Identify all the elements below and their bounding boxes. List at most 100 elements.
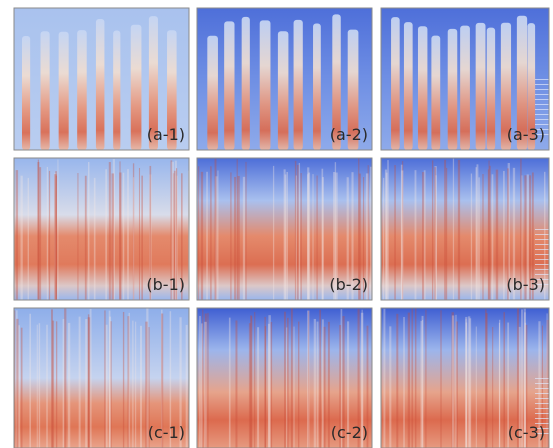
harmonic-line: [420, 321, 421, 448]
harmonic-line: [307, 311, 309, 448]
harmonic-line: [317, 322, 319, 448]
harmonic-line: [322, 177, 324, 319]
harmonic-line: [265, 326, 267, 448]
harmonic-line: [141, 176, 143, 318]
panel-label: (a-2): [330, 125, 368, 144]
edge-line: [535, 239, 549, 240]
harmonic-line: [476, 164, 478, 306]
harmonic-line: [492, 327, 493, 448]
panel-label: (b-2): [329, 275, 368, 294]
syllable-band: [391, 17, 400, 150]
harmonic-line: [235, 320, 237, 448]
harmonic-line: [230, 172, 231, 314]
harmonic-line: [251, 316, 252, 448]
harmonic-line: [186, 325, 188, 448]
harmonic-line: [455, 315, 456, 448]
syllable-band: [59, 32, 69, 150]
harmonic-line: [323, 327, 325, 448]
edge-line: [535, 229, 549, 230]
harmonic-line: [432, 160, 433, 302]
panel-body: [381, 158, 549, 320]
edge-line: [535, 104, 549, 105]
harmonic-line: [415, 170, 417, 312]
harmonic-line: [328, 322, 330, 448]
harmonic-line: [295, 161, 296, 303]
harmonic-line: [482, 174, 483, 316]
harmonic-line: [468, 316, 470, 448]
harmonic-line: [286, 172, 288, 314]
spectrogram-panel: (b-1): [14, 158, 190, 320]
syllable-band: [131, 25, 142, 150]
harmonic-line: [488, 169, 489, 311]
syllable-band: [242, 17, 250, 150]
harmonic-line: [415, 308, 416, 448]
harmonic-line: [363, 177, 364, 319]
harmonic-line: [210, 166, 211, 308]
harmonic-line: [215, 159, 217, 301]
harmonic-line: [28, 178, 29, 320]
harmonic-line: [39, 167, 41, 309]
harmonic-line: [207, 313, 208, 448]
harmonic-line: [123, 312, 124, 448]
harmonic-line: [408, 313, 410, 448]
harmonic-line: [297, 165, 299, 307]
harmonic-line: [383, 309, 385, 448]
harmonic-line: [299, 163, 300, 305]
syllable-band: [476, 23, 486, 150]
harmonic-line: [16, 319, 18, 448]
harmonic-line: [412, 308, 413, 448]
harmonic-line: [444, 160, 446, 302]
harmonic-line: [51, 309, 53, 448]
harmonic-line: [492, 174, 494, 316]
harmonic-line: [201, 172, 203, 314]
harmonic-line: [298, 322, 299, 448]
edge-line: [535, 269, 549, 270]
harmonic-line: [435, 175, 436, 317]
harmonic-line: [199, 316, 201, 448]
edge-line: [535, 418, 549, 419]
harmonic-line: [284, 312, 286, 448]
syllable-band: [294, 20, 303, 150]
harmonic-line: [394, 165, 396, 307]
spectrogram-panel: (a-2): [197, 8, 372, 150]
harmonic-line: [446, 168, 447, 310]
harmonic-line: [347, 177, 349, 319]
harmonic-line: [458, 160, 460, 302]
harmonic-line: [312, 174, 313, 316]
harmonic-line: [489, 166, 491, 308]
edge-line: [535, 84, 549, 85]
syllable-band: [260, 20, 271, 150]
harmonic-line: [396, 314, 398, 448]
harmonic-line: [64, 309, 66, 448]
harmonic-line: [440, 310, 441, 448]
harmonic-line: [476, 327, 477, 448]
harmonic-line: [478, 177, 479, 319]
harmonic-line: [63, 319, 65, 448]
harmonic-line: [109, 311, 111, 448]
harmonic-line: [21, 328, 23, 448]
spectrogram-panel: (b-2): [197, 158, 372, 319]
edge-line: [535, 114, 549, 115]
harmonic-line: [291, 308, 293, 448]
panel-body: [197, 158, 372, 319]
harmonic-line: [471, 174, 472, 316]
harmonic-line: [465, 317, 467, 448]
harmonic-line: [135, 322, 136, 448]
syllable-band: [113, 30, 120, 150]
harmonic-line: [370, 167, 372, 309]
spectrogram-panel: (b-3): [381, 158, 549, 320]
harmonic-line: [496, 170, 498, 312]
harmonic-line: [49, 171, 50, 313]
harmonic-line: [88, 162, 89, 304]
syllable-band: [96, 19, 104, 150]
harmonic-line: [109, 162, 111, 304]
harmonic-line: [383, 178, 384, 320]
harmonic-line: [294, 327, 295, 448]
edge-line: [535, 393, 549, 394]
syllable-band: [431, 36, 440, 150]
harmonic-line: [140, 326, 142, 448]
harmonic-line: [529, 175, 531, 317]
edge-line: [535, 99, 549, 100]
harmonic-line: [229, 318, 231, 448]
spectrogram-figure: (a-1)(a-2)(a-3)(b-1)(b-2)(b-3)(c-1)(c-2)…: [0, 0, 553, 448]
